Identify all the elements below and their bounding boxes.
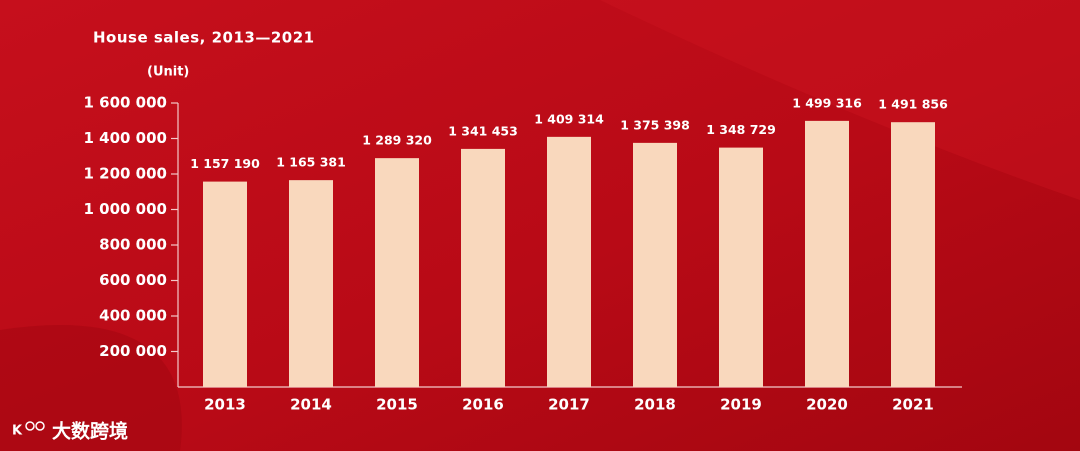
value-label: 1 165 381: [276, 155, 346, 170]
x-tick-label: 2013: [204, 396, 246, 414]
x-tick-label: 2018: [634, 396, 676, 414]
y-tick-label: 800 000: [99, 236, 167, 254]
x-tick-label: 2020: [806, 396, 848, 414]
value-label: 1 348 729: [706, 122, 776, 137]
x-tick-label: 2014: [290, 396, 332, 414]
x-tick-label: 2016: [462, 396, 504, 414]
value-label: 1 341 453: [448, 123, 518, 138]
y-tick-label: 200 000: [99, 342, 167, 360]
x-tick-label: 2017: [548, 396, 590, 414]
logo-icon: [25, 421, 35, 431]
y-tick-label: 1 400 000: [83, 129, 167, 147]
decoration: [0, 325, 182, 451]
chart-title: House sales, 2013—2021: [93, 29, 315, 47]
value-label: 1 157 190: [190, 156, 260, 171]
x-tick-label: 2015: [376, 396, 418, 414]
value-label: 1 289 320: [362, 133, 432, 148]
watermark: 大数跨境: [52, 420, 128, 443]
value-label: 1 499 316: [792, 95, 862, 110]
y-tick-label: 1 200 000: [83, 165, 167, 183]
x-tick-label: 2021: [892, 396, 934, 414]
bar: [289, 180, 333, 387]
axis-unit: (Unit): [147, 65, 189, 80]
value-label: 1 409 314: [534, 111, 604, 126]
x-tick-label: 2019: [720, 396, 762, 414]
bar: [461, 148, 505, 387]
logo-icon: [35, 421, 45, 431]
bar: [891, 122, 935, 387]
y-tick-label: 400 000: [99, 307, 167, 325]
value-label: 1 375 398: [620, 117, 690, 132]
bar: [547, 136, 591, 387]
bar: [805, 120, 849, 388]
value-label: 1 491 856: [878, 97, 948, 112]
bar: [633, 142, 677, 387]
y-tick-label: 1 000 000: [83, 200, 167, 218]
bar: [719, 147, 763, 387]
bar: [203, 181, 247, 387]
decoration: [600, 0, 1080, 200]
bar: [375, 158, 419, 387]
logo-icon: K: [12, 424, 23, 439]
y-tick-label: 1 600 000: [83, 94, 167, 112]
y-tick-label: 600 000: [99, 271, 167, 289]
